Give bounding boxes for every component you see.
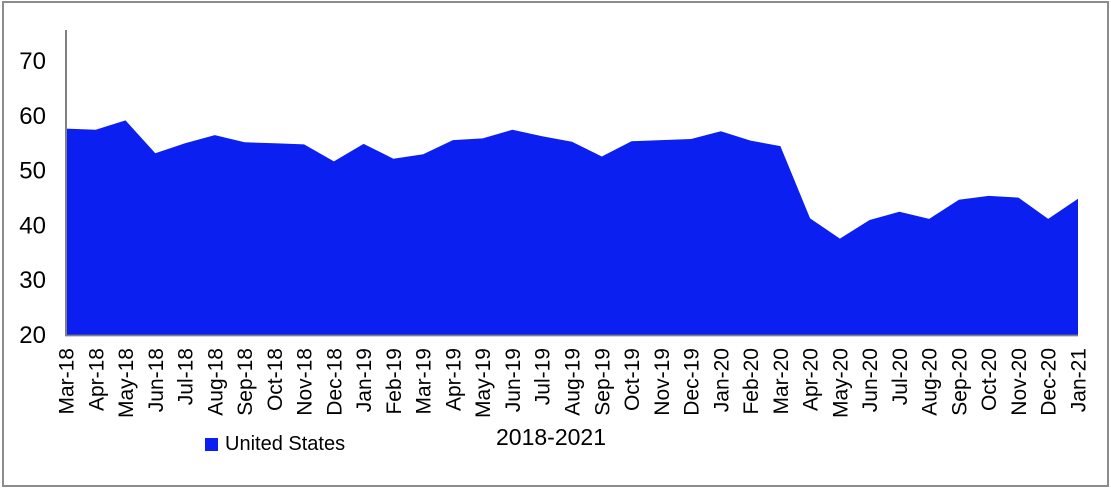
x-axis-tick-label: Jul-19 (532, 348, 555, 405)
x-axis-tick-label: Feb-19 (383, 348, 406, 415)
x-axis-tick-label: May-20 (829, 348, 852, 418)
x-axis-tick-label: Mar-19 (413, 348, 436, 415)
x-axis-tick-label: Jan-20 (710, 348, 733, 412)
x-axis-tick-label: Nov-18 (294, 348, 317, 416)
x-axis-tick-label: Nov-20 (1008, 348, 1031, 416)
x-axis-tick-label: Jun-19 (502, 348, 525, 412)
united-states-area-series (66, 120, 1078, 336)
x-axis-tick-label: Sep-18 (234, 348, 257, 416)
x-axis-tick-label: May-19 (472, 348, 495, 418)
x-axis-tick-label: Jan-19 (353, 348, 376, 412)
y-axis-tick-label: 60 (19, 103, 46, 130)
x-axis-tick-label: Sep-20 (948, 348, 971, 416)
x-axis-tick-label: Apr-19 (442, 348, 465, 411)
y-axis-tick-label: 30 (19, 267, 46, 294)
x-axis-tick-label: Aug-19 (562, 348, 585, 416)
x-axis-tick-label: Dec-20 (1038, 348, 1061, 416)
x-axis-tick-label: Dec-18 (323, 348, 346, 416)
x-axis-tick-label: Jul-20 (889, 348, 912, 405)
x-axis-tick-label: May-18 (115, 348, 138, 418)
x-axis-tick-label: Jul-18 (175, 348, 198, 405)
x-axis-tick-label: Mar-20 (770, 348, 793, 415)
x-axis-tick-label: Feb-20 (740, 348, 763, 415)
y-axis-tick-label: 70 (19, 48, 46, 75)
x-axis-title: 2018-2021 (496, 424, 606, 450)
legend-swatch-united-states (205, 437, 218, 451)
x-axis-tick-label: Dec-19 (681, 348, 704, 416)
x-axis-tick-label: Apr-18 (85, 348, 108, 411)
x-axis-tick-label: Oct-20 (978, 348, 1001, 411)
x-axis-tick-label: Nov-19 (651, 348, 674, 416)
x-axis-tick-label: Aug-18 (204, 348, 227, 416)
x-axis-tick-label: Jun-20 (859, 348, 882, 412)
y-axis-tick-label: 20 (19, 322, 46, 349)
x-axis-tick-label: Sep-19 (591, 348, 614, 416)
x-axis-tick-label: Apr-20 (800, 348, 823, 411)
x-axis-tick-label: Jan-21 (1068, 348, 1091, 412)
y-axis-tick-label: 40 (19, 212, 46, 239)
x-axis-tick-label: Aug-20 (919, 348, 942, 416)
x-axis-tick-label: Oct-18 (264, 348, 287, 411)
x-axis-tick-label: Jun-18 (145, 348, 168, 412)
x-axis-tick-label: Oct-19 (621, 348, 644, 411)
y-axis-tick-label: 50 (19, 158, 46, 185)
legend: United States (205, 434, 345, 454)
x-axis-tick-label: Mar-18 (56, 348, 79, 415)
legend-label-united-states: United States (225, 433, 346, 455)
